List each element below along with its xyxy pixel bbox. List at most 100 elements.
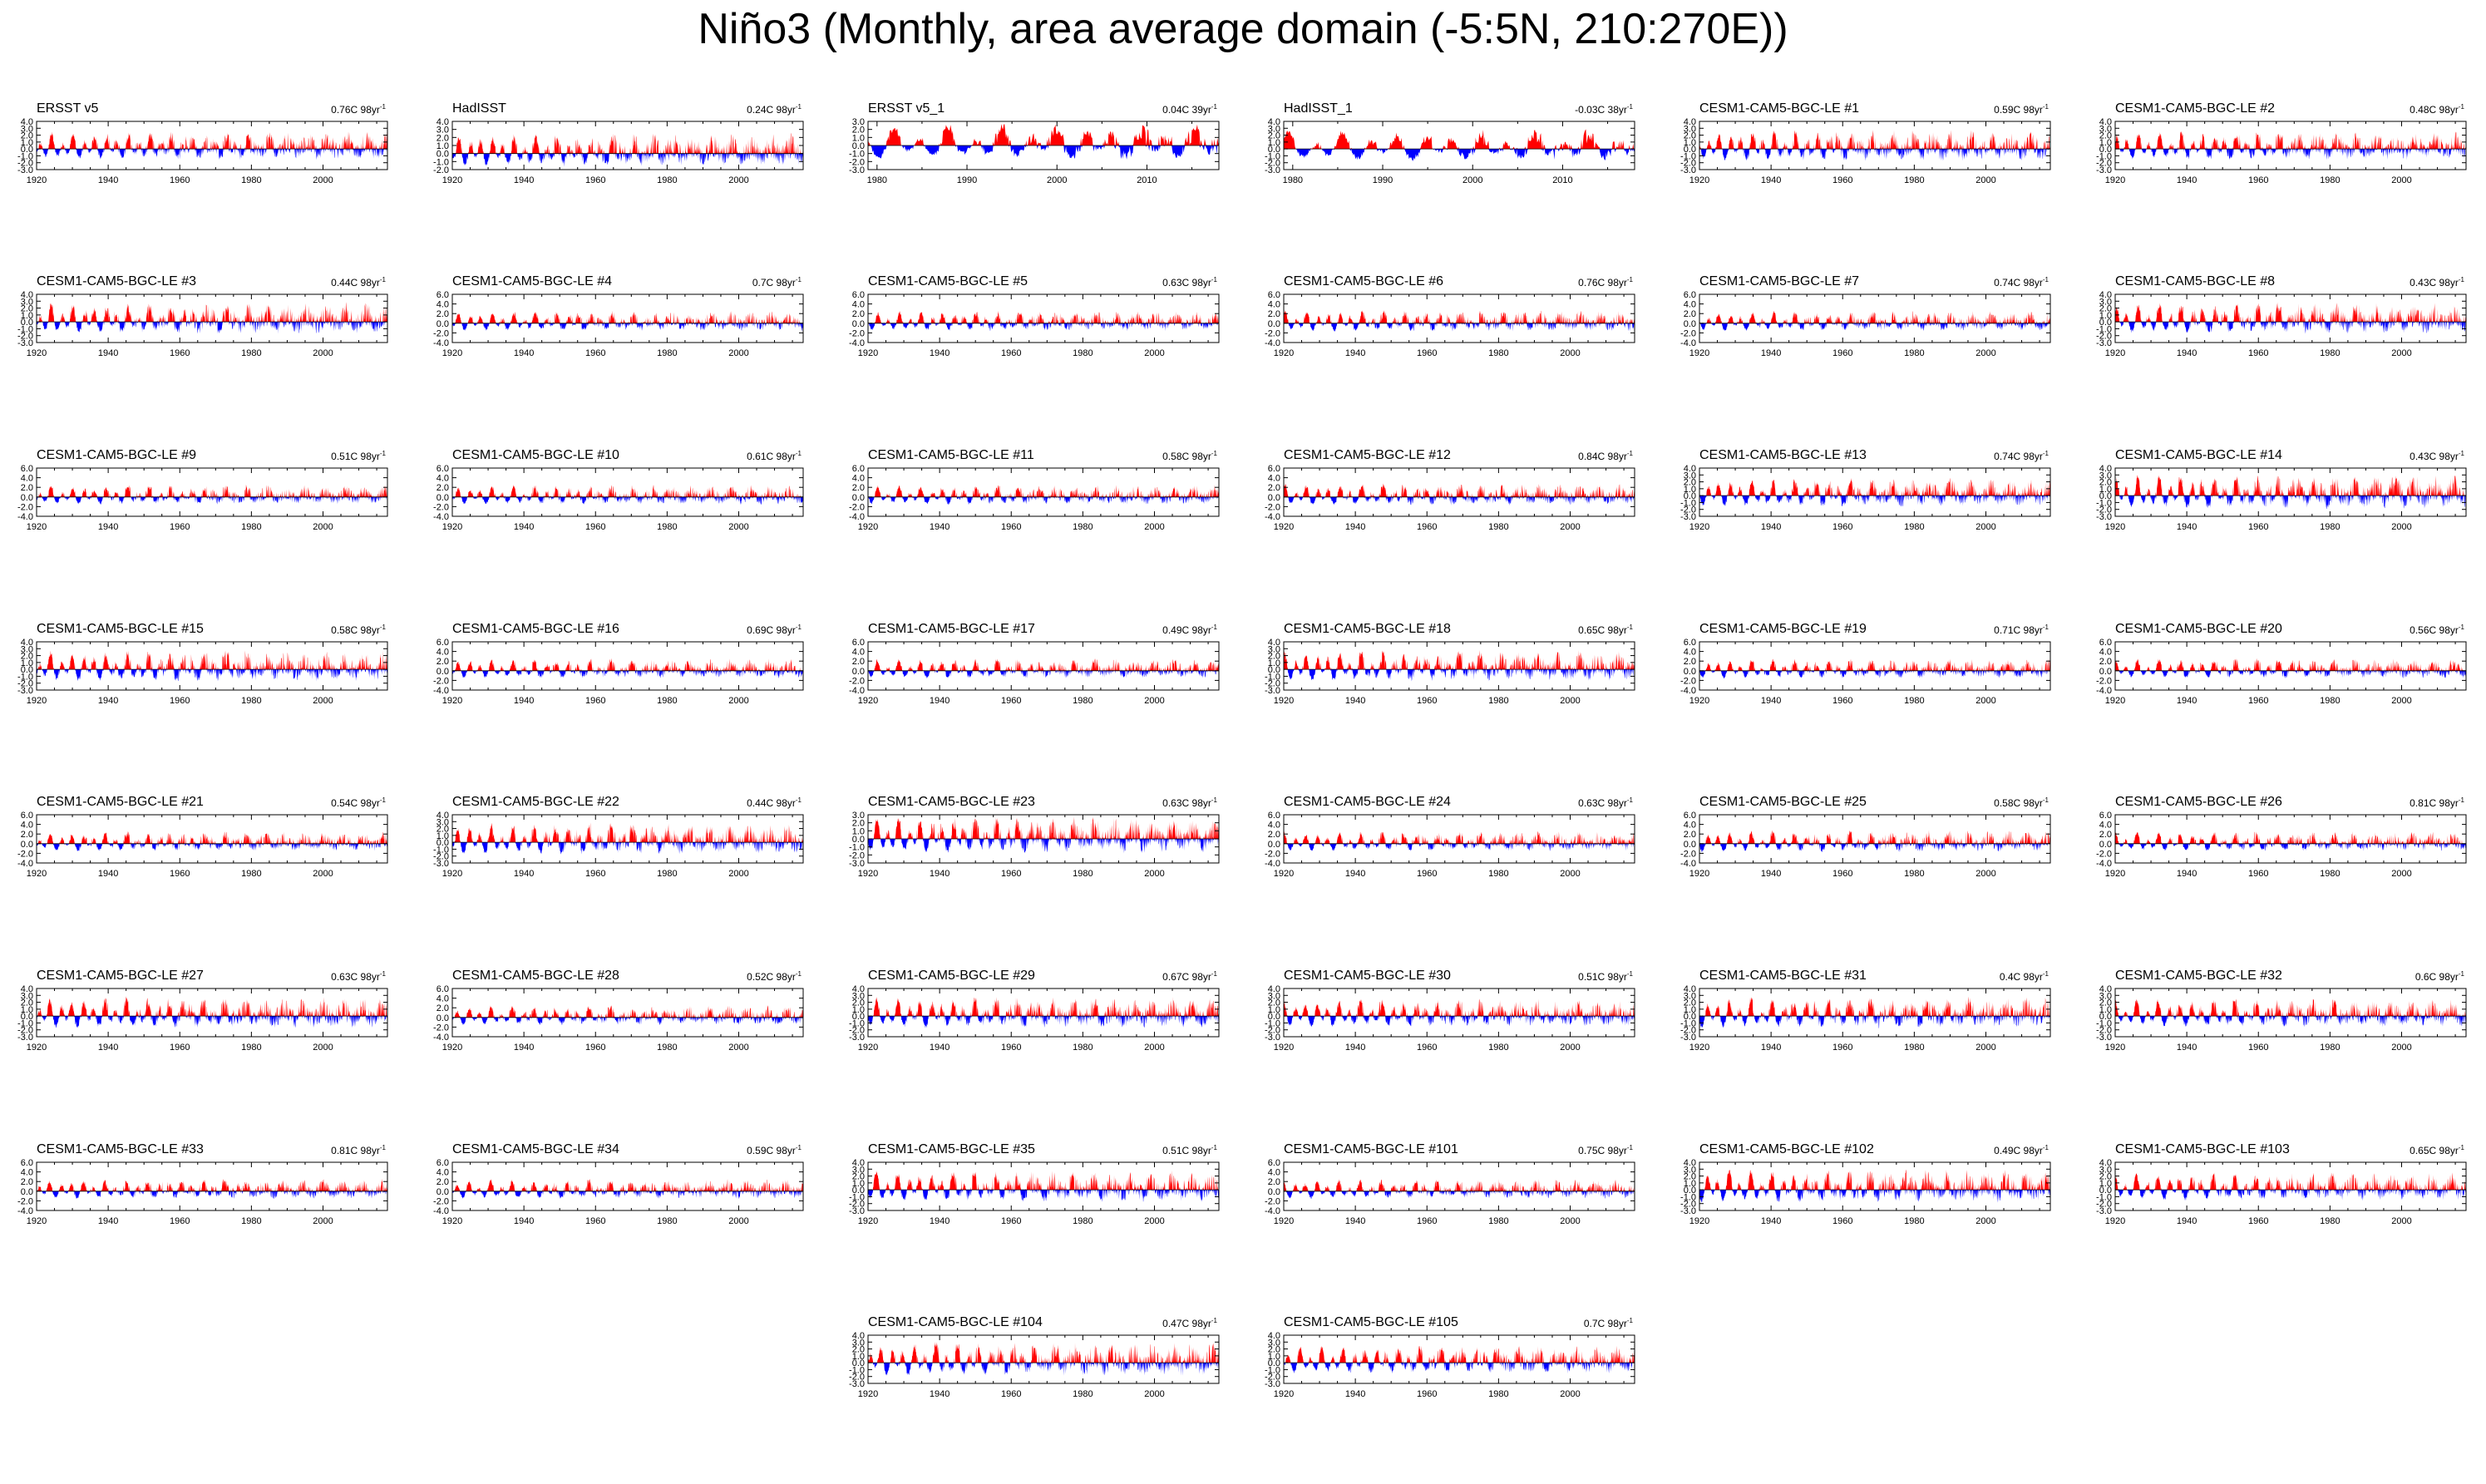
y-tick-label: -4.0: [17, 859, 33, 869]
y-tick-label: -2.0: [1680, 676, 1696, 686]
x-tick-label: 1940: [1761, 696, 1781, 706]
y-tick-label: 6.0: [437, 464, 449, 474]
y-tick-label: 1.0: [1268, 1352, 1280, 1362]
negative-anomaly-area: [452, 1191, 803, 1200]
y-tick-label: -2.0: [17, 679, 33, 689]
negative-anomaly-area: [868, 1363, 1219, 1376]
y-tick-label: 0.0: [852, 667, 865, 677]
negative-anomaly-area: [452, 153, 803, 167]
negative-anomaly-area: [1284, 496, 1635, 506]
y-tick-label: 1.0: [1684, 485, 1696, 495]
x-tick-label: 1920: [858, 869, 878, 879]
x-tick-label: 1940: [930, 348, 950, 358]
y-tick-label: 3.0: [21, 124, 33, 134]
y-tick-label: -1.0: [17, 324, 33, 334]
panel-title: CESM1-CAM5-BGC-LE #7: [1699, 274, 1860, 288]
y-tick-label: 1.0: [1268, 138, 1280, 148]
y-tick-label: -1.0: [2096, 1192, 2112, 1202]
panel-43: CESM1-CAM5-BGC-LE #104 0.47C 98yr-1 -3.0 -2…: [831, 1214, 1247, 1399]
x-tick-label: 1940: [1345, 1216, 1365, 1226]
x-tick-label: 1980: [1488, 1216, 1508, 1226]
positive-anomaly-area: [452, 822, 803, 843]
panel-7: CESM1-CAM5-BGC-LE #3 0.44C 98yr-1 -3.0 -2.0…: [0, 173, 416, 358]
panel-plot: -3.0-2.0-1.00.01.02.03.04.0 1920 1940 1960 1…: [17, 290, 388, 358]
y-tick-label: 0.0: [2099, 318, 2112, 328]
panel-23: CESM1-CAM5-BGC-LE #19 0.71C 98yr-1 -4.0 -2.…: [1663, 520, 2079, 706]
y-tick-label: 3.0: [21, 297, 33, 307]
x-tick-label: 1980: [2320, 522, 2340, 532]
y-tick-label: 6.0: [21, 811, 33, 821]
y-tick-label: -1.0: [17, 672, 33, 682]
y-tick-label: 2.0: [1268, 998, 1280, 1008]
x-tick-label: 1980: [241, 522, 261, 532]
y-tick-label: 2.0: [1684, 830, 1696, 840]
y-tick-label: 3.0: [2099, 471, 2112, 481]
panel-38: CESM1-CAM5-BGC-LE #34 0.59C 98yr-1 -4.0 -2.…: [416, 1041, 831, 1226]
x-tick-label: 2000: [1144, 1043, 1164, 1053]
y-tick-label: -2.0: [1265, 679, 1280, 689]
negative-anomaly-area: [868, 323, 1219, 332]
panel-plot: -4.0-2.00.02.04.06.0 1920 1940 1960 1980 2000: [433, 464, 804, 532]
y-tick-label: -4.0: [1265, 338, 1280, 348]
positive-anomaly-area: [1699, 1169, 2050, 1191]
panel-plot: -4.0-2.00.02.04.06.0 1920 1940 1960 1980 2000: [1265, 811, 1635, 879]
x-tick-label: 1920: [2105, 696, 2125, 706]
x-tick-label: 1920: [442, 869, 462, 879]
y-tick-label: 0.0: [437, 150, 449, 160]
x-tick-label: 1940: [1761, 522, 1781, 532]
y-tick-label: 6.0: [1268, 290, 1280, 300]
panel-title: CESM1-CAM5-BGC-LE #34: [452, 1142, 619, 1156]
positive-anomaly-area: [868, 485, 1219, 497]
x-tick-label: 1940: [1761, 869, 1781, 879]
panel-plot: -4.0-2.00.02.04.06.0 1920 1940 1960 1980 2000: [1265, 1158, 1635, 1226]
x-tick-label: 1980: [657, 348, 677, 358]
panel-plot: -4.0-2.00.02.04.06.0 1920 1940 1960 1980 2000: [1680, 811, 2051, 879]
y-tick-label: 0.0: [1268, 840, 1280, 850]
panel-plot: -3.0-2.0-1.00.01.02.03.04.0 1920 1940 1960 1…: [1265, 1331, 1635, 1399]
positive-anomaly-area: [1699, 830, 2050, 844]
x-tick-label: 1960: [1001, 1389, 1021, 1399]
y-tick-label: 4.0: [852, 474, 865, 484]
x-tick-label: 1990: [1373, 175, 1393, 185]
positive-anomaly-area: [868, 816, 1219, 839]
y-tick-label: 6.0: [1684, 638, 1696, 648]
y-tick-label: -1.0: [1265, 1365, 1280, 1375]
y-tick-label: -1.0: [433, 845, 449, 855]
y-tick-label: 1.0: [2099, 485, 2112, 495]
y-tick-label: 2.0: [1268, 1177, 1280, 1187]
panel-title: CESM1-CAM5-BGC-LE #30: [1284, 969, 1451, 983]
panel-plot: -4.0-2.00.02.04.06.0 1920 1940 1960 1980 2000: [17, 1158, 388, 1226]
positive-anomaly-area: [1284, 309, 1635, 323]
y-tick-label: 1.0: [21, 311, 33, 321]
panel-40: CESM1-CAM5-BGC-LE #101 0.75C 98yr-1 -4.0 -2…: [1247, 1041, 1663, 1226]
panel-title: CESM1-CAM5-BGC-LE #17: [868, 622, 1035, 636]
panel-trend-stat: 0.63C 98yr-1: [1162, 276, 1217, 288]
y-tick-label: -4.0: [1265, 512, 1280, 522]
plot-frame: [867, 1334, 1220, 1384]
x-tick-label: 2000: [2391, 696, 2411, 706]
x-tick-label: 1920: [2105, 1043, 2125, 1053]
y-tick-label: 4.0: [2099, 984, 2112, 994]
y-tick-label: -1.0: [17, 151, 33, 161]
x-tick-label: 1960: [585, 175, 605, 185]
panel-trend-stat: 0.51C 98yr-1: [1578, 970, 1633, 983]
plot-frame: [451, 121, 804, 170]
y-tick-label: 1.0: [2099, 311, 2112, 321]
plot-frame: [1699, 121, 2051, 170]
plot-frame: [1283, 467, 1635, 517]
y-tick-label: 2.0: [852, 1345, 865, 1355]
panel-trend-stat: 0.58C 98yr-1: [1162, 450, 1217, 462]
y-tick-label: 2.0: [437, 657, 449, 667]
x-tick-label: 1920: [2105, 1216, 2125, 1226]
y-tick-label: -2.0: [849, 676, 865, 686]
panel-trend-stat: 0.67C 98yr-1: [1162, 970, 1217, 983]
x-tick-label: 1960: [170, 175, 190, 185]
x-tick-label: 2000: [1144, 1216, 1164, 1226]
x-tick-label: 1920: [442, 175, 462, 185]
y-tick-label: 3.0: [1684, 1165, 1696, 1175]
x-tick-label: 1940: [1345, 348, 1365, 358]
y-tick-label: 6.0: [1684, 811, 1696, 821]
panel-19: CESM1-CAM5-BGC-LE #15 0.58C 98yr-1 -3.0 -2.…: [0, 520, 416, 706]
y-tick-label: 0.0: [2099, 667, 2112, 677]
plot-frame: [867, 467, 1220, 517]
